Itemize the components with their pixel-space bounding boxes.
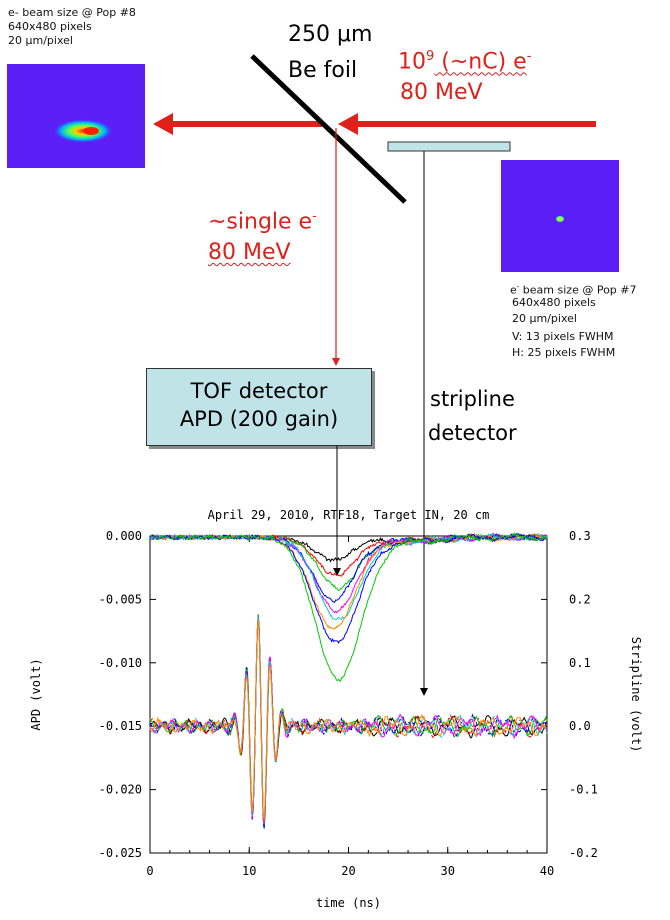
chart-title: April 29, 2010, RTF18, Target IN, 20 cm <box>208 508 490 522</box>
apd-trace <box>149 532 548 614</box>
apd-trace <box>149 533 548 621</box>
apd-trace <box>149 533 548 644</box>
y-tick-label: -0.025 <box>99 846 142 860</box>
x-tick-label: 40 <box>540 864 554 878</box>
stripline-label-1: stripline <box>430 387 515 411</box>
beam-energy-label: 80 MeV <box>400 80 483 105</box>
y2-tick-label: -0.2 <box>569 846 598 860</box>
y-axis-label: APD (volt) <box>29 658 43 730</box>
tof-line1: TOF detector <box>190 379 328 403</box>
x-axis-label: time (ns) <box>316 896 381 910</box>
y2-axis-label: Stripline (volt) <box>629 637 643 753</box>
foil-thickness: 250 μm <box>288 22 373 47</box>
stripline-bar <box>387 141 511 152</box>
single-electron-energy: 80 MeV <box>208 240 291 265</box>
stripline-trace <box>149 619 548 822</box>
x-tick-label: 30 <box>441 864 455 878</box>
stripline-trace <box>149 617 548 830</box>
stripline-label-2: detector <box>428 421 517 445</box>
apd-trace <box>149 532 548 682</box>
x-tick-label: 0 <box>146 864 153 878</box>
y2-tick-label: 0.0 <box>569 719 591 733</box>
apd-stripline-chart: April 29, 2010, RTF18, Target IN, 20 cm 0… <box>29 508 643 910</box>
y2-tick-label: 0.2 <box>569 592 591 606</box>
pop8-scale: 20 μm/pixel <box>8 34 73 47</box>
pop7-pixels: 640x480 pixels <box>512 296 596 309</box>
pop7-horizontal-fwhm: H: 25 pixels FWHM <box>512 346 616 359</box>
y-tick-label: -0.020 <box>99 783 142 797</box>
outgoing-beam-arrowhead <box>153 113 173 135</box>
beam-charge-label: 109 (~nC) e- <box>398 49 532 75</box>
y-tick-label: 0.000 <box>106 529 142 543</box>
y-tick-label: -0.015 <box>99 719 142 733</box>
pop8-beam-spot <box>53 119 113 143</box>
stripline-trace <box>149 619 548 825</box>
pop7-scale: 20 μm/pixel <box>512 312 577 325</box>
pop8-pixels: 640x480 pixels <box>8 20 92 33</box>
tof-detector-box: TOF detector APD (200 gain) <box>146 368 372 446</box>
y-tick-label: -0.005 <box>99 592 142 606</box>
y2-tick-label: -0.1 <box>569 783 598 797</box>
pop7-vertical-fwhm: V: 13 pixels FWHM <box>512 330 614 343</box>
pop8-title: e- beam size @ Pop #8 <box>8 6 136 19</box>
pop8-beam-image <box>7 64 145 168</box>
y-tick-label: -0.010 <box>99 656 142 670</box>
x-tick-label: 10 <box>242 864 256 878</box>
y2-tick-label: 0.3 <box>569 529 591 543</box>
stripline-trace <box>149 614 548 829</box>
single-electron-label: ~single e- <box>208 209 317 235</box>
x-tick-label: 20 <box>341 864 355 878</box>
y2-tick-label: 0.1 <box>569 656 591 670</box>
apd-trace <box>149 533 548 591</box>
stripline-trace <box>149 616 548 820</box>
tof-line2: APD (200 gain) <box>179 407 339 431</box>
pop7-beam-image <box>501 160 619 272</box>
plot-frame <box>149 535 548 854</box>
be-foil <box>250 54 407 204</box>
foil-material: Be foil <box>288 58 358 83</box>
pop7-beam-spot <box>556 216 564 222</box>
incoming-beam-arrowhead <box>338 113 358 135</box>
pop7-title: e- beam size @ Pop #7 <box>510 283 637 297</box>
